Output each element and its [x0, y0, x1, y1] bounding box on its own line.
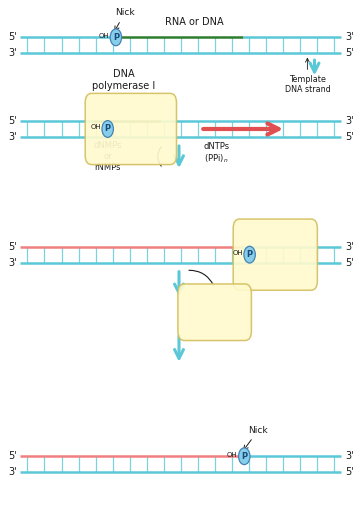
Text: 3': 3'	[8, 48, 17, 58]
Circle shape	[244, 246, 255, 263]
Text: Nick: Nick	[115, 8, 135, 31]
Text: 5': 5'	[345, 467, 354, 477]
Text: Template
DNA strand: Template DNA strand	[285, 58, 330, 94]
Text: DNA
polymerase I: DNA polymerase I	[92, 69, 155, 91]
Text: 5': 5'	[8, 242, 17, 252]
Text: 3': 3'	[345, 33, 353, 43]
Text: 3': 3'	[345, 116, 353, 126]
Text: 5': 5'	[8, 33, 17, 43]
Text: 3': 3'	[8, 467, 17, 477]
Circle shape	[238, 448, 250, 465]
Text: dNMPs
or
rNMPs: dNMPs or rNMPs	[93, 141, 122, 172]
Text: 5': 5'	[345, 257, 354, 268]
FancyBboxPatch shape	[233, 219, 317, 290]
Text: OH: OH	[232, 250, 243, 256]
Text: 3': 3'	[345, 451, 353, 461]
FancyBboxPatch shape	[85, 93, 176, 164]
Text: OH: OH	[227, 452, 237, 458]
Text: OH: OH	[98, 33, 109, 39]
Text: P: P	[247, 250, 253, 259]
Text: 3': 3'	[8, 257, 17, 268]
Text: P: P	[241, 452, 247, 461]
Text: dNTPs: dNTPs	[204, 142, 230, 151]
Text: Nick: Nick	[244, 426, 268, 450]
Text: 5': 5'	[345, 48, 354, 58]
Text: P: P	[113, 33, 119, 42]
Text: 5': 5'	[8, 451, 17, 461]
Text: 3': 3'	[345, 242, 353, 252]
FancyBboxPatch shape	[178, 284, 251, 341]
Text: P: P	[105, 124, 111, 133]
Text: 5': 5'	[345, 132, 354, 142]
Text: OH: OH	[90, 124, 101, 130]
Text: 3': 3'	[8, 132, 17, 142]
Text: RNA or DNA: RNA or DNA	[165, 17, 223, 27]
Text: (PPi)$_n$: (PPi)$_n$	[204, 153, 228, 165]
Text: 5': 5'	[8, 116, 17, 126]
Circle shape	[110, 29, 122, 46]
Circle shape	[102, 121, 113, 138]
